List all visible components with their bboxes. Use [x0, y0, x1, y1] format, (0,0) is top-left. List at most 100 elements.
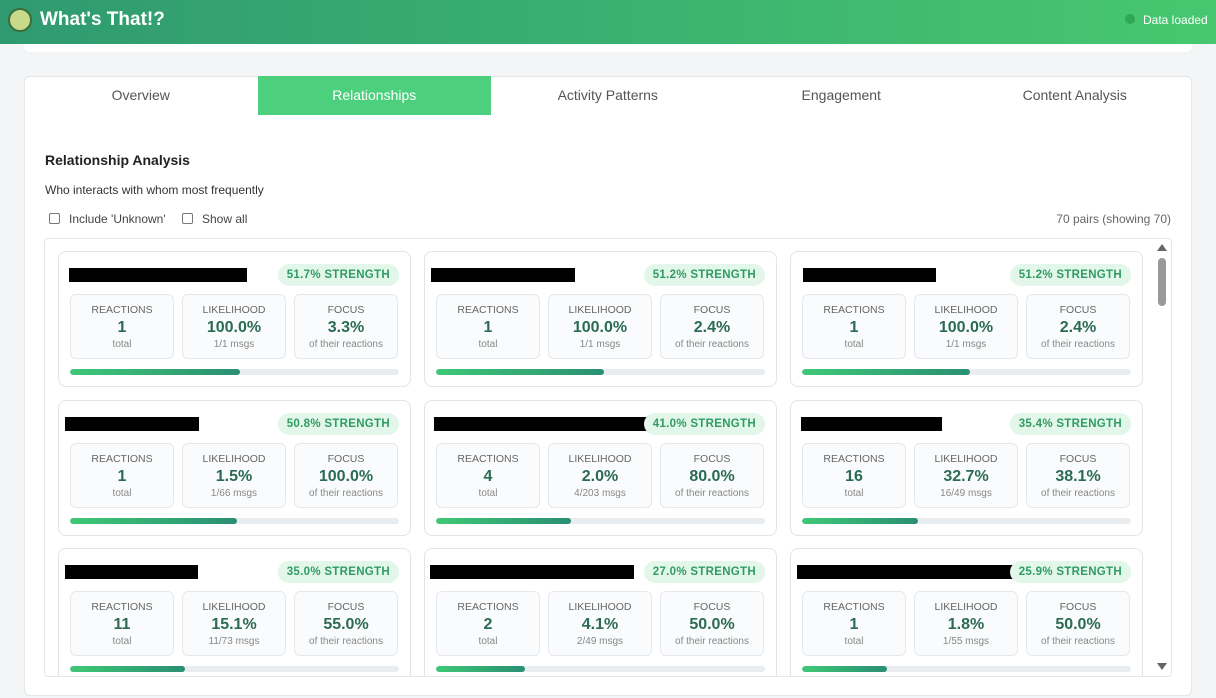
strength-track: [70, 518, 399, 524]
tab[interactable]: Overview: [24, 76, 258, 115]
tab[interactable]: Relationships: [258, 76, 492, 115]
checkbox-label: Show all: [202, 212, 247, 226]
checkbox[interactable]: Include 'Unknown': [49, 212, 166, 226]
strength-track: [436, 518, 765, 524]
header: [0, 0, 1216, 44]
stat-sub: of their reactions: [295, 339, 397, 350]
stat-label: FOCUS: [661, 453, 763, 465]
stat-box: LIKELIHOOD15.1%11/73 msgs: [182, 591, 286, 656]
stat-sub: of their reactions: [661, 488, 763, 499]
stat-label: REACTIONS: [71, 453, 173, 465]
stat-sub: 1/66 msgs: [183, 488, 285, 499]
stat-box: REACTIONS2total: [436, 591, 540, 656]
redacted-name: [801, 417, 942, 431]
tab[interactable]: Engagement: [725, 76, 959, 115]
checkbox[interactable]: Show all: [182, 212, 247, 226]
stat-value: 1: [803, 319, 905, 337]
stat-value: 16: [803, 468, 905, 486]
stat-sub: 1/55 msgs: [915, 636, 1017, 647]
app-title: What's That!?: [40, 9, 165, 31]
strength-track: [436, 369, 765, 375]
stat-label: FOCUS: [295, 453, 397, 465]
stat-box: FOCUS2.4%of their reactions: [1026, 294, 1130, 359]
redacted-name: [65, 565, 198, 579]
strength-track: [70, 666, 399, 672]
stat-box: FOCUS3.3%of their reactions: [294, 294, 398, 359]
stat-label: LIKELIHOOD: [915, 453, 1017, 465]
stat-value: 38.1%: [1027, 468, 1129, 486]
stat-sub: 11/73 msgs: [183, 636, 285, 647]
redacted-name: [69, 268, 247, 282]
stat-sub: of their reactions: [1027, 488, 1129, 499]
stat-box: LIKELIHOOD2.0%4/203 msgs: [548, 443, 652, 508]
stat-sub: total: [71, 488, 173, 499]
logo: [8, 8, 32, 32]
strength-track: [436, 666, 765, 672]
strength-bar: [436, 666, 525, 672]
stat-label: LIKELIHOOD: [915, 601, 1017, 613]
stat-sub: total: [803, 636, 905, 647]
stat-label: FOCUS: [661, 601, 763, 613]
strength-bar: [70, 666, 185, 672]
stat-sub: 4/203 msgs: [549, 488, 651, 499]
stat-sub: of their reactions: [1027, 339, 1129, 350]
stat-box: REACTIONS1total: [802, 591, 906, 656]
strength-badge: 27.0% STRENGTH: [644, 561, 765, 583]
stat-sub: total: [437, 488, 539, 499]
stat-sub: of their reactions: [295, 636, 397, 647]
stat-label: REACTIONS: [803, 601, 905, 613]
stat-label: LIKELIHOOD: [915, 304, 1017, 316]
stat-label: LIKELIHOOD: [183, 304, 285, 316]
relationship-card: 50.8% STRENGTHREACTIONS1totalLIKELIHOOD1…: [58, 400, 411, 536]
tab[interactable]: Activity Patterns: [491, 76, 725, 115]
redacted-name: [434, 417, 652, 431]
status: Data loaded: [1143, 13, 1208, 27]
tab[interactable]: Content Analysis: [958, 76, 1192, 115]
stat-label: REACTIONS: [71, 304, 173, 316]
strength-bar: [436, 369, 604, 375]
scroll-up[interactable]: [1157, 244, 1167, 251]
redacted-name: [803, 268, 936, 282]
stat-value: 1.5%: [183, 468, 285, 486]
scroll-thumb[interactable]: [1158, 258, 1166, 306]
stat-box: FOCUS55.0%of their reactions: [294, 591, 398, 656]
stat-value: 50.0%: [1027, 616, 1129, 634]
stat-sub: total: [437, 339, 539, 350]
scroll-down[interactable]: [1157, 663, 1167, 670]
stat-box: FOCUS50.0%of their reactions: [1026, 591, 1130, 656]
relationship-card: 35.0% STRENGTHREACTIONS11totalLIKELIHOOD…: [58, 548, 411, 677]
stat-sub: of their reactions: [661, 636, 763, 647]
stat-box: LIKELIHOOD32.7%16/49 msgs: [914, 443, 1018, 508]
stat-sub: 16/49 msgs: [915, 488, 1017, 499]
stat-value: 2.4%: [661, 319, 763, 337]
section-subtitle: Who interacts with whom most frequently: [45, 183, 264, 197]
checkbox-box[interactable]: [49, 213, 60, 224]
strip: [24, 44, 1192, 52]
stat-label: REACTIONS: [803, 304, 905, 316]
stat-box: LIKELIHOOD4.1%2/49 msgs: [548, 591, 652, 656]
stat-value: 1.8%: [915, 616, 1017, 634]
stat-sub: 1/1 msgs: [915, 339, 1017, 350]
stat-label: REACTIONS: [437, 304, 539, 316]
stat-box: REACTIONS1total: [802, 294, 906, 359]
strength-bar: [70, 369, 240, 375]
strength-badge: 35.0% STRENGTH: [278, 561, 399, 583]
stat-value: 15.1%: [183, 616, 285, 634]
strength-badge: 41.0% STRENGTH: [644, 413, 765, 435]
strength-track: [802, 369, 1131, 375]
stat-value: 1: [71, 319, 173, 337]
stat-label: REACTIONS: [71, 601, 173, 613]
stat-box: FOCUS50.0%of their reactions: [660, 591, 764, 656]
checkbox-label: Include 'Unknown': [69, 212, 166, 226]
stat-value: 2.0%: [549, 468, 651, 486]
relationship-card: 51.2% STRENGTHREACTIONS1totalLIKELIHOOD1…: [424, 251, 777, 387]
stat-sub: of their reactions: [1027, 636, 1129, 647]
strength-bar: [802, 666, 887, 672]
relationship-card: 35.4% STRENGTHREACTIONS16totalLIKELIHOOD…: [790, 400, 1143, 536]
relationship-card: 51.2% STRENGTHREACTIONS1totalLIKELIHOOD1…: [790, 251, 1143, 387]
stat-box: REACTIONS1total: [70, 294, 174, 359]
stat-box: LIKELIHOOD100.0%1/1 msgs: [182, 294, 286, 359]
checkbox-box[interactable]: [182, 213, 193, 224]
stat-box: LIKELIHOOD100.0%1/1 msgs: [548, 294, 652, 359]
